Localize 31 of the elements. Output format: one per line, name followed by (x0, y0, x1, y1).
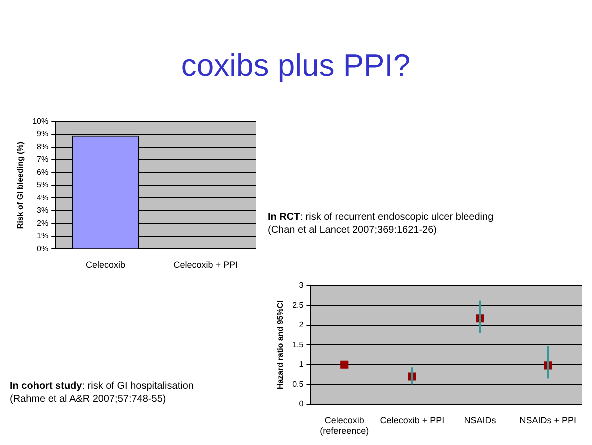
y-tick-label: 3 (299, 281, 304, 290)
y-tick-label: 4% (37, 193, 49, 202)
y-tick-label: 6% (37, 168, 49, 177)
text: In RCT: risk of recurrent endoscopic ulcer bleeding (268, 212, 494, 223)
y-tick-label: 10% (32, 117, 49, 126)
x-tick-label: NSAIDs + PPI (520, 415, 576, 426)
text: In cohort study: risk of GI hospitalisation (10, 381, 194, 392)
x-tick-label: Celecoxib + PPI (380, 415, 445, 426)
x-tick-label: Celecoxib + PPI (174, 260, 238, 270)
y-tick-label: 0% (37, 244, 49, 254)
text: (Chan et al Lancet 2007;369:1621-26) (268, 224, 438, 237)
x-tick-label: Celecoxib (86, 260, 126, 270)
x-tick-label: Celecoxib (refereence) (320, 415, 370, 436)
text: (Rahme et al A&R 2007;57:748-55) (10, 393, 168, 406)
y-tick-label: 0 (299, 400, 304, 409)
y-tick-label: 2% (37, 218, 49, 228)
y-tick-label: 1.5 (292, 340, 304, 350)
y-tick-label: 2.5 (292, 300, 304, 310)
y-axis-title: Hazard ratio and 95%CI (276, 300, 286, 390)
y-axis-title: Risk of GI bleeding (%) (16, 142, 26, 230)
chart-title: coxibs plus PPI? (180, 48, 412, 84)
y-tick-label: 2 (299, 320, 304, 330)
y-tick-label: 1 (299, 360, 304, 370)
y-tick-label: 1% (37, 232, 49, 241)
y-tick-label: 5% (37, 180, 49, 190)
y-tick-label: 9% (37, 130, 49, 139)
y-tick-label: 7% (37, 155, 49, 164)
y-tick-label: 8% (37, 142, 49, 152)
y-tick-label: 3% (37, 206, 49, 216)
y-tick-label: 0.5 (292, 380, 304, 389)
x-tick-label: NSAIDs (464, 415, 497, 426)
